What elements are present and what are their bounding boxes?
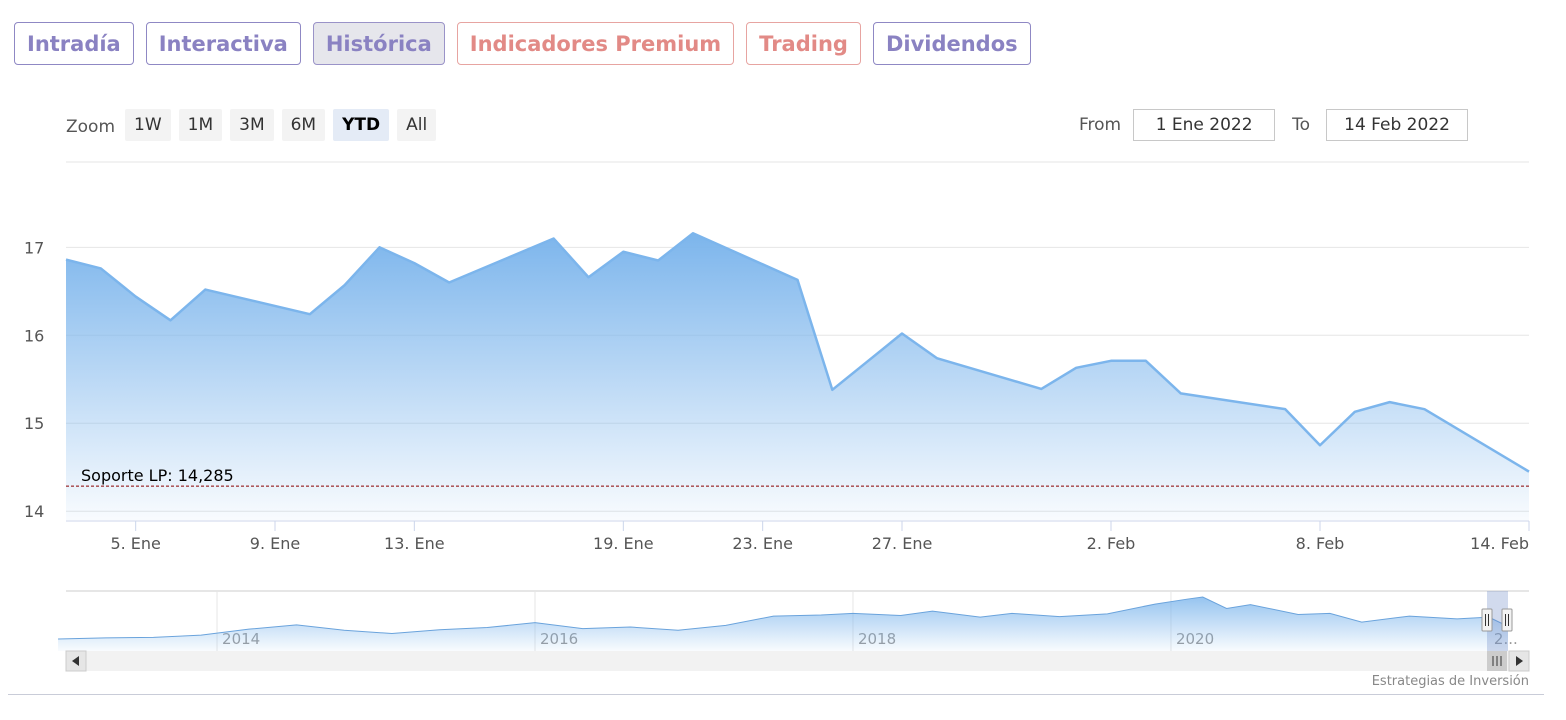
y-tick-label: 17 xyxy=(24,238,44,257)
plot-area xyxy=(65,231,1530,520)
x-tick-label: 8. Feb xyxy=(1296,534,1345,553)
tab-dividendos[interactable]: Dividendos xyxy=(872,22,1031,65)
scroll-left-arrow-icon xyxy=(72,656,79,666)
zoom-1w-button[interactable]: 1W xyxy=(125,109,171,141)
zoom-selector: Zoom 1W 1M 3M 6M YTD All xyxy=(66,109,437,141)
support-line: Soporte LP: 14,285 xyxy=(66,466,1529,487)
from-label: From xyxy=(1079,115,1122,135)
x-tick-label: 14. Feb xyxy=(1470,534,1529,553)
x-tick-label: 2. Feb xyxy=(1087,534,1136,553)
navigator-selected-range xyxy=(1487,591,1508,651)
x-tick-label: 5. Ene xyxy=(110,534,160,553)
x-tick-label: 13. Ene xyxy=(384,534,445,553)
tab-trading[interactable]: Trading xyxy=(746,22,861,65)
x-tick-label: 9. Ene xyxy=(250,534,300,553)
y-tick-label: 16 xyxy=(24,326,44,345)
tab-interactiva[interactable]: Interactiva xyxy=(145,22,301,65)
navigator-area xyxy=(58,597,1509,651)
zoom-all-button[interactable]: All xyxy=(397,109,437,141)
y-tick-label: 15 xyxy=(24,414,44,433)
x-tick-label: 19. Ene xyxy=(593,534,654,553)
tab-indicadores-premium[interactable]: Indicadores Premium xyxy=(456,22,735,65)
date-range: From 1 Ene 2022 To 14 Feb 2022 xyxy=(1079,109,1469,141)
y-tick-label: 14 xyxy=(24,502,44,521)
navigator[interactable]: 20142016201820202... xyxy=(58,590,1530,672)
navigator-left-handle[interactable] xyxy=(1481,608,1493,632)
zoom-ytd-button[interactable]: YTD xyxy=(333,109,390,141)
x-axis: 5. Ene 9. Ene 13. Ene 19. Ene 23. Ene 27. Ene… xyxy=(66,520,1530,553)
to-date-input[interactable]: 14 Feb 2022 xyxy=(1326,109,1469,141)
x-tick-label: 23. Ene xyxy=(732,534,793,553)
to-label: To xyxy=(1292,115,1311,135)
x-tick-label: 27. Ene xyxy=(872,534,933,553)
from-date-input[interactable]: 1 Ene 2022 xyxy=(1133,109,1276,141)
navigator-line xyxy=(58,596,1509,640)
zoom-6m-button[interactable]: 6M xyxy=(281,109,326,141)
support-line-label: Soporte LP: 14,285 xyxy=(81,466,234,485)
bottom-divider xyxy=(8,694,1544,695)
credits[interactable]: Estrategias de Inversión xyxy=(1371,674,1529,689)
scroll-right-arrow-icon xyxy=(1516,656,1523,666)
zoom-3m-button[interactable]: 3M xyxy=(230,109,274,141)
tab-historica[interactable]: Histórica xyxy=(312,22,445,65)
navigator-right-handle[interactable] xyxy=(1501,608,1513,632)
tab-intradia[interactable]: Intradía xyxy=(14,22,134,65)
area-fill xyxy=(66,233,1529,520)
chart-view-tabs: Intradía Interactiva Histórica Indicador… xyxy=(14,22,1031,65)
y-axis: 14 15 16 17 xyxy=(24,238,44,521)
zoom-label: Zoom xyxy=(66,117,116,137)
scrollbar-track[interactable] xyxy=(66,651,1529,671)
zoom-1m-button[interactable]: 1M xyxy=(178,109,223,141)
